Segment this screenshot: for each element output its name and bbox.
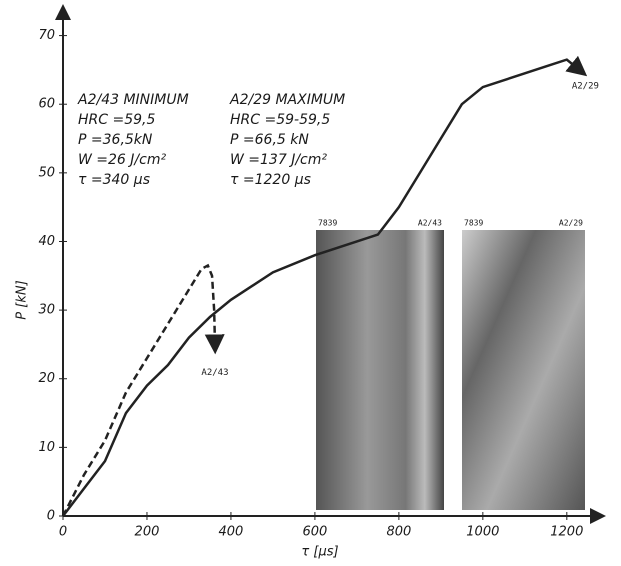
x-tick-label: 600 (302, 525, 327, 540)
page: P [kN] τ [μs] 7839 A2/43 7839 A2/29 0 10 20 30 4… (0, 0, 621, 566)
chart: P [kN] τ [μs] 7839 A2/43 7839 A2/29 0 10 20 30 4… (0, 0, 621, 566)
annotation: τ =340 μs (78, 172, 150, 188)
annotation: HRC =59,5 (78, 112, 155, 128)
annotation: P =66,5 kN (230, 132, 309, 148)
line (63, 266, 215, 517)
annotation: HRC =59-59,5 (230, 112, 330, 128)
x-tick-label: 1000 (466, 525, 499, 540)
photo-label: 7839 (464, 219, 483, 228)
x-tick-label: 0 (59, 525, 67, 540)
annotation: τ =1220 μs (230, 172, 311, 188)
y-tick-label: 40 (38, 234, 55, 249)
series-label: A2/29 (572, 81, 599, 91)
x-tick-label: 800 (386, 525, 411, 540)
annotation: W =137 J/cm² (230, 152, 327, 168)
x-axis-label: τ [μs] (301, 545, 338, 560)
photo-label: A2/29 (559, 219, 583, 228)
annotation: A2/29 MAXIMUM (229, 92, 345, 108)
y-tick-label: 70 (38, 28, 55, 43)
y-tick-label: 20 (38, 371, 55, 386)
x-tick-label: 200 (135, 525, 160, 540)
photo-label: 7839 (318, 219, 337, 228)
micrograph (316, 230, 444, 510)
series-label: A2/43 (201, 368, 228, 378)
annotation: P =36,5kN (78, 132, 153, 148)
y-tick-label: 60 (38, 97, 55, 112)
annotation: W =26 J/cm² (78, 152, 166, 168)
y-axis-label: P [kN] (15, 280, 30, 319)
y-tick-label: 10 (38, 440, 55, 455)
y-tick-label: 50 (38, 165, 55, 180)
photo-label: A2/43 (418, 219, 442, 228)
annotation: A2/43 MINIMUM (77, 92, 189, 108)
x-tick-label: 1200 (550, 525, 583, 540)
y-tick-label: 0 (47, 509, 55, 524)
micrograph (462, 230, 585, 510)
x-tick-label: 400 (219, 525, 244, 540)
y-tick-label: 30 (38, 303, 55, 318)
